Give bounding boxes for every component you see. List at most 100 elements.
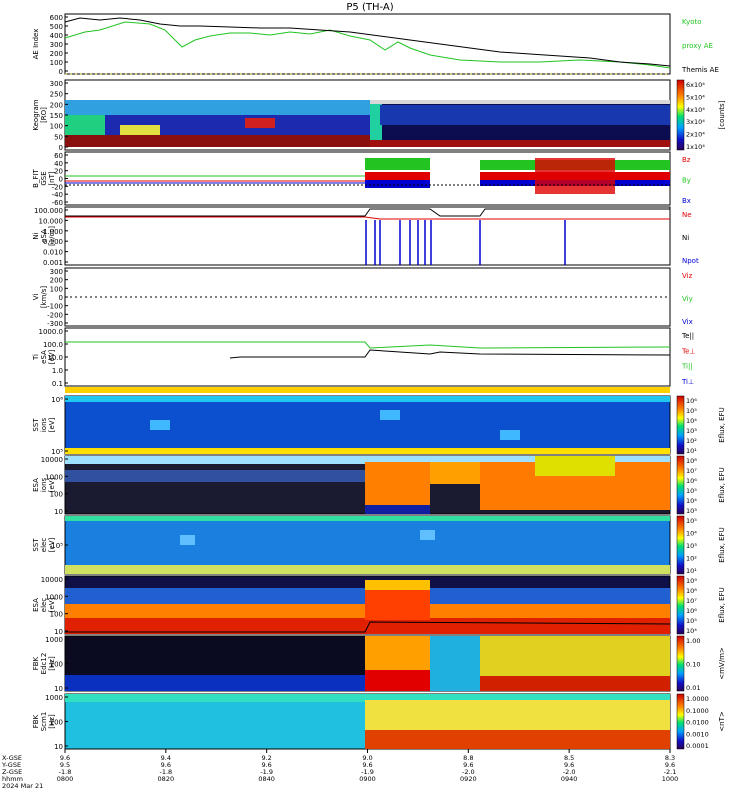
sst_elec-colorbar-tick: 10⁴ bbox=[686, 530, 697, 538]
x-tick-label: -1.9 bbox=[260, 768, 273, 776]
fbk_e-colorbar-unit: <mV/m> bbox=[718, 647, 726, 680]
x-tick-label: 0940 bbox=[561, 775, 578, 783]
keogram-tick-label: 250 bbox=[50, 91, 63, 99]
temperature-tick-label: 1.0 bbox=[52, 367, 63, 375]
esa-ions-spectrogram bbox=[64, 455, 671, 515]
x-tick-label: 8.8 bbox=[463, 754, 473, 762]
bfield-ylabel2: GSE bbox=[40, 171, 48, 185]
esa_ion-tick-label: 100 bbox=[50, 491, 63, 499]
esa_ion-colorbar-tick: 10³ bbox=[686, 507, 697, 515]
velocity-tick-label: 100 bbox=[50, 285, 63, 293]
keogram-colorbar-tick: 6x10⁴ bbox=[686, 81, 705, 89]
fbk_b-colorbar-tick: 0.0001 bbox=[686, 742, 709, 750]
x-tick-label: -2.0 bbox=[563, 768, 576, 776]
plot-title: P5 (TH-A) bbox=[346, 2, 393, 13]
temperature-tick-label: 0.1 bbox=[52, 380, 63, 388]
temperature-tick-label: 10.0 bbox=[47, 354, 63, 362]
temperature-legend-label: Te⊥ bbox=[681, 347, 696, 355]
density-ylabel: Ni bbox=[32, 232, 40, 239]
x-tick-label: 9.6 bbox=[463, 761, 473, 769]
x-tick-label: 0820 bbox=[158, 775, 175, 783]
sst_ion-tick-label: 10⁶ bbox=[51, 396, 63, 404]
ae-tick-label: 300 bbox=[50, 41, 63, 49]
keogram-colorbar-tick: 2x10⁴ bbox=[686, 131, 705, 139]
x-tick-label: 9.6 bbox=[161, 761, 171, 769]
esa_ion-tick-label: 1000 bbox=[45, 473, 63, 481]
status-bar bbox=[65, 387, 670, 393]
fbk_e-colorbar-tick: 0.01 bbox=[686, 684, 700, 692]
sst_ion-tick-label: 10⁵ bbox=[51, 448, 63, 456]
x-tick-label: 9.6 bbox=[564, 761, 574, 769]
esa_elec-colorbar-tick: 10⁶ bbox=[686, 607, 697, 615]
x-tick-label: 0920 bbox=[460, 775, 477, 783]
velocity-ylabel: Vi bbox=[32, 294, 40, 301]
x-tick-label: -2.0 bbox=[462, 768, 475, 776]
fbk_b-colorbar bbox=[676, 693, 685, 750]
sst_ion-colorbar bbox=[676, 395, 685, 455]
keogram-tick-label: 100 bbox=[50, 123, 63, 131]
temperature-tick-label: 100.0 bbox=[43, 341, 63, 349]
x-tick-label: 9.6 bbox=[60, 754, 70, 762]
esa_ion-ylabel3: [eV] bbox=[48, 477, 56, 492]
esa_elec-colorbar-tick: 10⁴ bbox=[686, 627, 697, 635]
ae-legend-label: proxy AE bbox=[682, 42, 713, 50]
temperature-ylabel3: [eV] bbox=[48, 349, 56, 364]
velocity-tick-label: 0 bbox=[59, 294, 63, 302]
temperature-ylabel: Ti bbox=[32, 354, 40, 361]
keogram-tick-label: 300 bbox=[50, 80, 63, 88]
esa_ion-ylabel: ESA bbox=[32, 478, 40, 492]
fbk_e-colorbar-tick: 0.10 bbox=[686, 661, 700, 669]
esa_elec-tick-label: 1000 bbox=[45, 593, 63, 601]
sst_ion-colorbar-tick: 10¹ bbox=[686, 447, 697, 455]
density-ylabel3: [1/cc] bbox=[48, 226, 56, 246]
x-tick-label: 9.2 bbox=[261, 754, 271, 762]
fbk_e-ylabel: FBK bbox=[32, 656, 40, 670]
fbk_b-ylabel3: [Hz] bbox=[48, 714, 56, 729]
esa_ion-colorbar-unit: Eflux, EFU bbox=[718, 467, 726, 502]
velocity-tick-label: 300 bbox=[50, 268, 63, 276]
sst_ion-colorbar-tick: 10² bbox=[686, 437, 697, 445]
density-tick-label: 0.010 bbox=[43, 249, 63, 257]
bfield-panel bbox=[64, 151, 671, 206]
bfield-legend-label: Bz bbox=[682, 156, 691, 164]
bfield-tick-label: 40 bbox=[54, 160, 63, 168]
x-row-label: Z-GSE bbox=[2, 768, 22, 776]
sst_ion-colorbar-tick: 10⁶ bbox=[686, 397, 697, 405]
sst_elec-colorbar-tick: 10³ bbox=[686, 542, 697, 550]
density-tick-label: 0.100 bbox=[43, 238, 63, 246]
ae-legend-label: Themis AE bbox=[681, 66, 719, 74]
esa_elec-colorbar bbox=[676, 575, 685, 635]
keogram-colorbar-tick: 3x10⁴ bbox=[686, 118, 705, 126]
esa_ion-colorbar-tick: 10⁷ bbox=[686, 467, 697, 475]
sst_elec-ylabel3: [eV] bbox=[48, 537, 56, 552]
bfield-legend-label: Bx bbox=[682, 197, 691, 205]
keogram-colorbar bbox=[676, 79, 685, 151]
keogram-colorbar-tick: 5x10⁴ bbox=[686, 93, 705, 101]
fbk_b-tick-label: 1000 bbox=[45, 694, 63, 702]
velocity-legend-label: Viy bbox=[682, 295, 693, 303]
x-tick-label: 8.3 bbox=[665, 754, 675, 762]
esa_elec-ylabel2: elec bbox=[40, 598, 48, 613]
esa_ion-colorbar-tick: 10⁸ bbox=[686, 457, 697, 465]
x-tick-label: -1.8 bbox=[59, 768, 72, 776]
esa_ion-tick-label: 10 bbox=[54, 508, 63, 516]
sst_elec-colorbar bbox=[676, 515, 685, 575]
esa_ion-ylabel2: ions bbox=[40, 477, 48, 492]
fbk-e-spectrogram bbox=[64, 635, 671, 692]
x-tick-label: -2.1 bbox=[664, 768, 677, 776]
keogram-colorbar-tick: 1x10⁴ bbox=[686, 143, 705, 151]
fbk_e-ylabel3: [Hz] bbox=[48, 656, 56, 671]
bfield-tick-label: 0 bbox=[59, 176, 63, 184]
temperature-ylabel2: eSA bbox=[40, 350, 48, 364]
esa_ion-tick-label: 10000 bbox=[41, 456, 63, 464]
keogram-colorbar-unit: [counts] bbox=[718, 100, 726, 129]
fbk_b-colorbar-tick: 0.0100 bbox=[686, 719, 709, 727]
fbk_b-ylabel2: Scm1 bbox=[40, 712, 48, 732]
bfield-tick-label: 60 bbox=[54, 152, 63, 160]
esa_elec-colorbar-tick: 10⁷ bbox=[686, 597, 697, 605]
density-legend-label: Ni bbox=[682, 234, 689, 242]
esa_elec-tick-label: 100 bbox=[50, 611, 63, 619]
velocity-legend-label: Vix bbox=[682, 318, 693, 326]
temperature-legend-label: Ti|| bbox=[681, 363, 693, 371]
density-tick-label: 10.000 bbox=[39, 217, 64, 225]
